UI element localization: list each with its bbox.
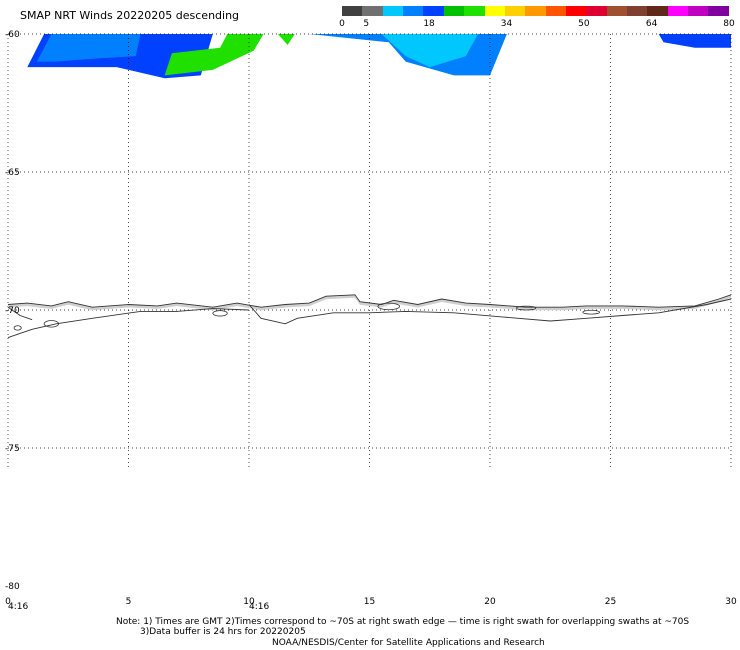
map-title: SMAP NRT Winds 20220205 descending xyxy=(20,9,240,22)
y-tick-label: -75 xyxy=(5,444,20,454)
legend-color-segment xyxy=(565,6,587,16)
island-outline xyxy=(43,320,60,328)
legend-color-segment xyxy=(688,6,709,16)
swath-time-label: 4:16 xyxy=(249,602,269,612)
x-tick-label: 0 xyxy=(5,597,11,607)
legend-tick-label: 18 xyxy=(423,19,435,29)
coastline xyxy=(248,298,732,325)
wind-swath xyxy=(277,34,295,45)
wind-swath xyxy=(658,34,731,48)
x-tick-label: 5 xyxy=(126,597,132,607)
legend-color-segment xyxy=(484,6,505,16)
note-line-3: NOAA/NESDIS/Center for Satellite Applica… xyxy=(272,638,545,648)
legend-color-segment xyxy=(627,6,648,16)
coastline xyxy=(7,294,732,308)
legend-color-segment xyxy=(647,6,668,16)
color-scale-legend xyxy=(342,6,729,16)
legend-tick-label: 64 xyxy=(645,19,658,29)
legend-tick-label: 50 xyxy=(578,19,590,29)
y-tick-label: -65 xyxy=(5,168,20,178)
legend-color-segment xyxy=(586,6,607,16)
legend-tick-label: 34 xyxy=(500,19,513,29)
coastline xyxy=(7,308,250,339)
legend-color-segment xyxy=(423,6,444,16)
island-outline xyxy=(516,305,537,311)
legend-color-segment xyxy=(525,6,546,16)
x-tick-label: 10 xyxy=(243,597,255,607)
legend-color-segment xyxy=(403,6,424,16)
x-tick-label: 25 xyxy=(605,597,616,607)
y-tick-label: -60 xyxy=(5,30,20,40)
legend-color-segment xyxy=(382,6,404,16)
legend-color-segment xyxy=(464,6,485,16)
legend-color-segment xyxy=(606,6,628,16)
wind-swath xyxy=(381,34,478,68)
note-line-1: Note: 1) Times are GMT 2)Times correspon… xyxy=(116,617,690,627)
y-tick-label: -80 xyxy=(5,582,20,592)
swath-time-label: 4:16 xyxy=(8,602,28,612)
note-line-2: 3)Data buffer is 24 hrs for 20220205 xyxy=(140,627,306,637)
island-outline xyxy=(13,325,22,331)
legend-color-segment xyxy=(667,6,689,16)
legend-color-segment xyxy=(443,6,465,16)
legend-color-segment xyxy=(708,6,729,16)
x-tick-label: 15 xyxy=(364,597,375,607)
ice-shelf-band xyxy=(8,294,731,311)
island-outline xyxy=(212,310,228,317)
wind-swath xyxy=(36,34,141,62)
x-tick-label: 30 xyxy=(725,597,737,607)
island-outline xyxy=(377,302,401,311)
island-outline xyxy=(582,309,601,315)
legend-tick-label: 80 xyxy=(723,19,735,29)
legend-color-segment xyxy=(504,6,526,16)
legend-tick-label: 5 xyxy=(363,19,370,29)
legend-color-segment xyxy=(362,6,383,16)
coastline xyxy=(7,306,33,321)
legend-tick-label: 0 xyxy=(339,19,345,29)
wind-swath xyxy=(164,34,264,76)
legend-labels: 0 5 18 34 50 64 80 xyxy=(0,19,740,33)
x-tick-label: 20 xyxy=(484,597,496,607)
y-tick-label: -70 xyxy=(5,306,20,316)
legend-color-segment xyxy=(342,6,363,16)
legend-color-segment xyxy=(545,6,566,16)
